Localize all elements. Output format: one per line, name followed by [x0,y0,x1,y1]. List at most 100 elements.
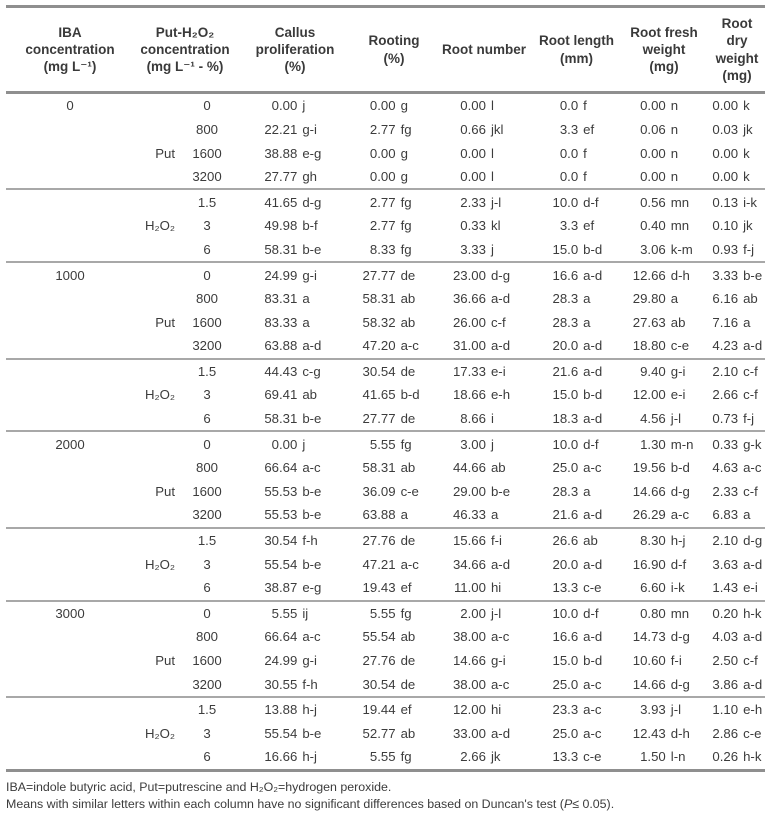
value-cell: 83.31 a [236,287,354,311]
significance-letters: b-d [583,653,603,669]
value-cell: 34.66 a-d [434,552,534,576]
significance-letters: ab [400,314,416,330]
value-number: 63.88 [362,507,396,523]
significance-letters: ab [302,387,317,403]
treatment-group-label [134,599,178,626]
value-cell: 18.3 a-d [534,407,619,432]
significance-letters: c-f [743,363,758,379]
value-number: 69.41 [264,387,298,403]
significance-letters: e-i [670,387,686,403]
significance-letters: ab [400,291,416,307]
significance-letters: k-m [670,241,693,257]
value-number: 4.63 [712,460,739,476]
value-cell: 10.0 d-f [534,430,620,456]
value-number: 44.43 [264,363,298,379]
value-cell: 55.53 b-e [236,503,354,528]
value-number: 19.56 [632,460,666,476]
value-number: 8.66 [460,411,486,427]
value-number: 20.0 [552,338,579,354]
value-cell: 16.90 d-f [619,552,709,576]
value-number: 55.53 [264,507,298,523]
header-row: IBA concentration (mg L⁻¹) Put-H₂O₂ conc… [6,4,766,95]
iba-concentration-cell [6,334,134,359]
value-cell: 10.0 d-f [534,599,620,626]
significance-letters: a-c [670,507,690,523]
value-cell: 3.63 a-d [709,552,765,576]
value-cell: 19.56 b-d [619,456,709,480]
significance-letters: jkl [490,121,504,137]
value-cell: 2.86 c-e [709,722,765,746]
value-number: 1.10 [712,702,739,718]
value-cell: 0.73 f-j [709,407,765,432]
value-cell: 25.0 a-c [534,722,619,746]
value-number: 38.00 [452,629,486,645]
treatment-concentration-cell: 3 [203,387,211,403]
significance-letters: m-n [670,436,694,452]
table-row: Put 1600 24.99 g-i 27.76 de 14.66 g-i 15.0 b-d 10.… [6,649,765,673]
iba-concentration-cell [6,576,134,601]
value-number: 0.00 [271,98,298,114]
significance-letters: fg [400,121,412,137]
significance-letters: e-g [302,145,322,161]
treatment-concentration-cell: 0 [203,98,211,114]
value-cell: 0.00 k [709,93,765,118]
significance-letters: a [670,291,679,307]
significance-letters: l-n [670,749,686,765]
significance-letters: g-i [670,363,686,379]
significance-letters: b-e [490,483,511,499]
col-header-iba-concentration: IBA concentration (mg L⁻¹) [6,4,134,95]
treatment-group-label [134,695,178,722]
treatment-concentration-cell: 3 [203,725,211,741]
value-cell: 0.26 h-k [709,745,765,770]
value-number: 21.6 [552,507,579,523]
value-number: 30.54 [362,676,396,692]
value-cell: 1.50 l-n [619,745,709,770]
treatment-group-label: Put [155,483,175,499]
value-cell: 2.33 j-l [434,188,535,215]
value-cell: 38.88 e-g [236,141,354,165]
treatment-group-label [134,576,178,601]
table-row: 1.5 44.43 c-g 30.54 de 17.33 e-i 21.6 a-d 9.40 g-i… [6,357,766,384]
value-number: 24.99 [264,267,298,283]
treatment-concentration-cell: 800 [196,121,219,137]
significance-letters: b-e [743,267,763,283]
value-number: 29.80 [632,291,666,307]
value-number: 46.33 [452,507,486,523]
significance-letters: de [400,411,416,427]
value-cell: 19.43 ef [354,576,434,601]
table-row: 6 16.66 h-j 5.55 fg 2.66 jk 13.3 c-e 1.50 l-n 0.26 h… [6,745,765,770]
significance-letters: b-e [302,411,322,427]
treatment-group-label [134,238,178,263]
value-number: 58.31 [264,411,298,427]
significance-letters: d-f [583,605,599,621]
significance-letters: d-g [670,483,690,499]
value-cell: 5.55 ij [236,599,355,626]
value-cell: 3.86 a-d [709,672,765,697]
value-cell: 0.00 k [709,165,765,190]
iba-concentration-cell [6,745,134,770]
significance-letters: c-f [743,483,758,499]
significance-letters: a [743,507,751,523]
value-number: 0.00 [460,145,486,161]
significance-letters: g-i [490,653,506,669]
value-number: 2.66 [712,387,739,403]
value-number: 2.86 [712,725,739,741]
treatment-concentration-cell: 800 [196,291,219,307]
significance-letters: a-c [400,338,419,354]
value-cell: 63.88 a [354,503,434,528]
treatment-concentration-cell: 0 [178,430,237,456]
value-number: 2.77 [369,218,396,234]
significance-letters: l [490,98,494,114]
value-number: 9.40 [640,363,666,379]
value-cell: 29.00 b-e [434,480,534,504]
table-row: 3200 55.53 b-e 63.88 a 46.33 a 21.6 a-d 26.29 a-c 6… [6,503,765,528]
treatment-group-label [134,334,178,359]
table-row: 1.5 13.88 h-j 19.44 ef 12.00 hi 23.3 a-c 3.93 j-l 1… [6,695,766,722]
value-cell: 16.66 h-j [236,745,354,770]
value-cell: 8.33 fg [354,238,434,263]
significance-letters: d-f [583,194,599,210]
significance-letters: fg [400,749,412,765]
iba-concentration-cell [6,695,134,722]
treatment-concentration-cell: 1.5 [178,695,237,722]
significance-letters: a-d [490,291,511,307]
